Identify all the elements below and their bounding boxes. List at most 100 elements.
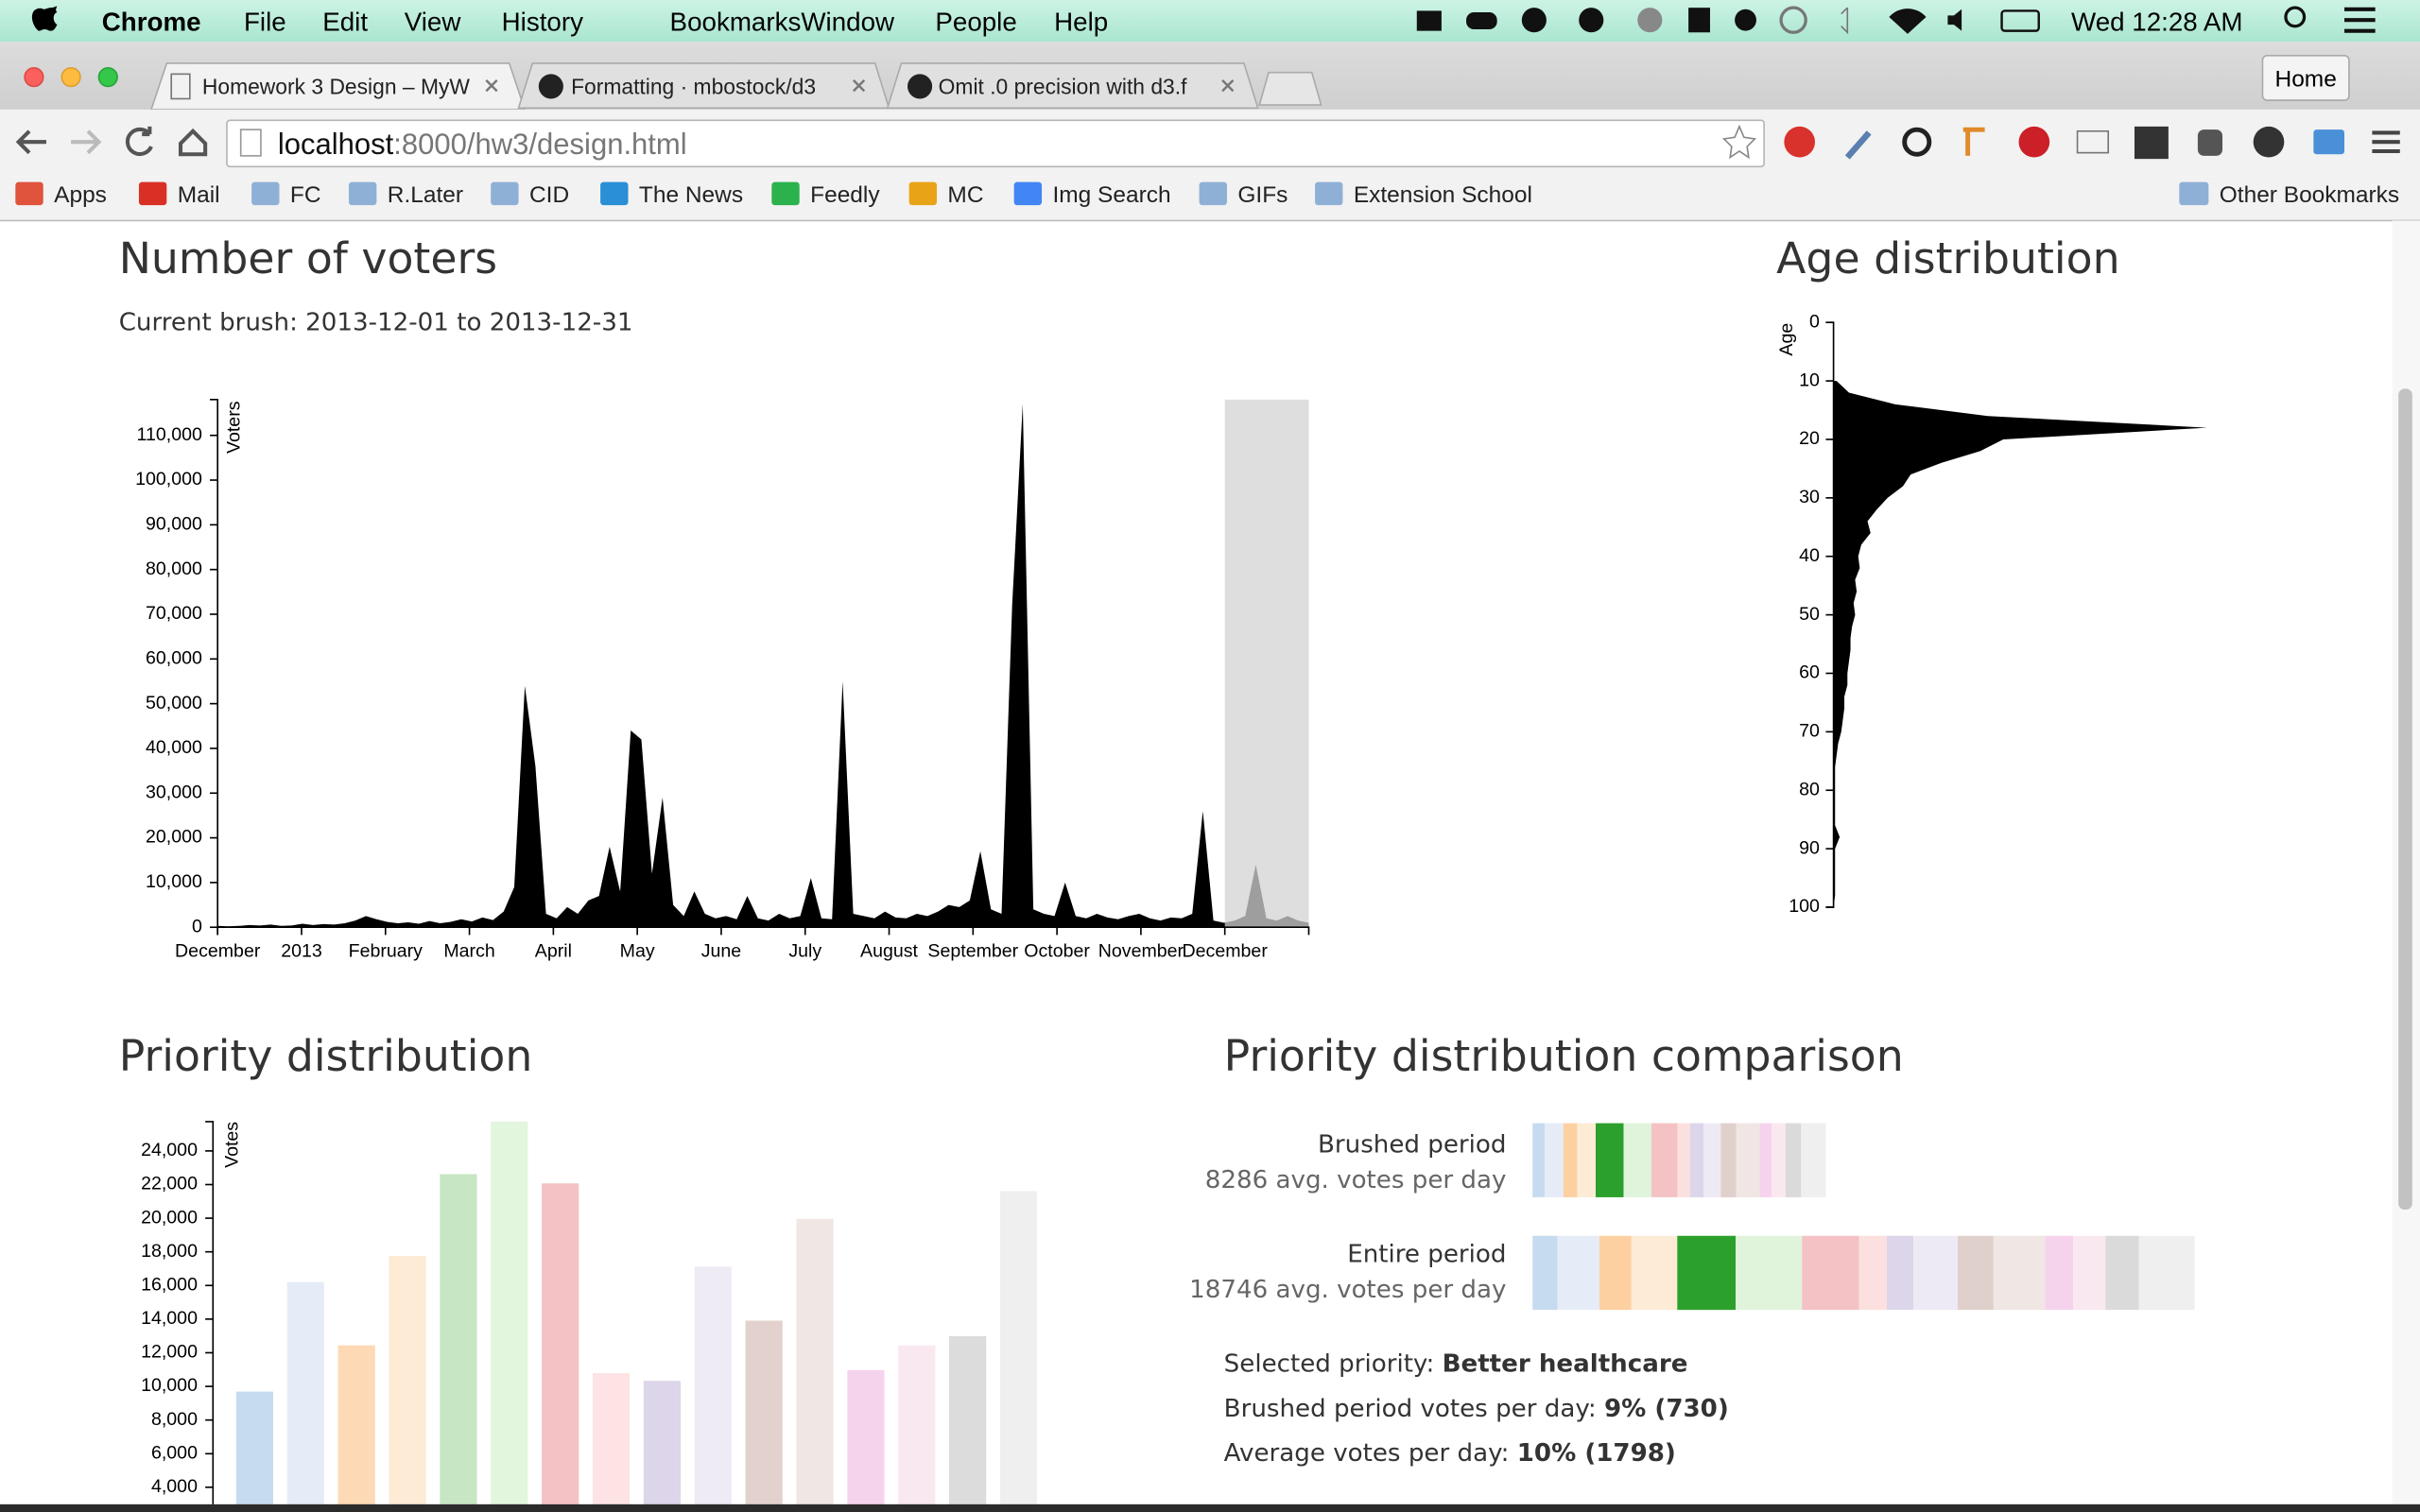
bar[interactable]: [745, 1320, 783, 1512]
bookmark[interactable]: Img Search: [1052, 182, 1170, 208]
scrollbar-thumb[interactable]: [2398, 388, 2412, 1210]
segment[interactable]: [1703, 1123, 1721, 1197]
new-tab-button[interactable]: [1258, 71, 1322, 106]
tab-title[interactable]: Formatting · mbostock/d3: [571, 75, 816, 99]
segment[interactable]: [1595, 1123, 1624, 1197]
extension-icon[interactable]: [2253, 126, 2285, 158]
bar[interactable]: [949, 1335, 987, 1512]
address-bar[interactable]: [226, 119, 1765, 168]
bar[interactable]: [440, 1174, 477, 1512]
extension-icon[interactable]: [1844, 130, 1872, 160]
bar[interactable]: [643, 1381, 681, 1512]
segment[interactable]: [2073, 1235, 2106, 1311]
bar[interactable]: [542, 1183, 579, 1512]
tab-close[interactable]: [852, 79, 866, 93]
segment[interactable]: [1736, 1123, 1760, 1197]
bookmark[interactable]: FC: [290, 182, 321, 208]
segment[interactable]: [1801, 1123, 1826, 1197]
segment[interactable]: [1957, 1235, 1994, 1311]
address-text[interactable]: localhost:8000/hw3/design.html: [278, 128, 687, 161]
minimize-button[interactable]: [60, 67, 81, 88]
bar[interactable]: [694, 1266, 732, 1512]
menu-item[interactable]: View: [405, 8, 462, 37]
segment[interactable]: [1802, 1235, 1859, 1311]
bookmark[interactable]: Apps: [54, 182, 107, 208]
status-icon[interactable]: [1579, 8, 1604, 33]
wifi-icon[interactable]: [1889, 9, 1927, 34]
extension-icon[interactable]: [2197, 129, 2223, 156]
back-button[interactable]: [15, 129, 46, 155]
bookmark[interactable]: Mail: [178, 182, 220, 208]
segment[interactable]: [1689, 1123, 1704, 1197]
extension-icon[interactable]: [2313, 129, 2344, 155]
bookmark[interactable]: GIFs: [1237, 182, 1288, 208]
menu-item[interactable]: Help: [1054, 8, 1108, 37]
extension-icon[interactable]: [2076, 129, 2110, 154]
segment[interactable]: [1532, 1123, 1546, 1197]
segment[interactable]: [2138, 1235, 2195, 1311]
home-label[interactable]: Home: [2275, 66, 2337, 92]
menu-item[interactable]: File: [244, 8, 286, 37]
segment[interactable]: [1858, 1235, 1887, 1311]
menu-item[interactable]: Bookmarks: [670, 8, 802, 37]
chrome-menu[interactable]: [2372, 130, 2400, 154]
bar[interactable]: [286, 1281, 324, 1512]
segment[interactable]: [1677, 1123, 1690, 1197]
tab[interactable]: [886, 62, 1259, 110]
search-icon[interactable]: [2284, 6, 2307, 28]
extension-icon[interactable]: [1902, 127, 1932, 157]
tab[interactable]: [517, 62, 890, 110]
segment[interactable]: [1563, 1123, 1578, 1197]
bar[interactable]: [491, 1121, 528, 1512]
close-button[interactable]: [24, 67, 44, 88]
apple-logo[interactable]: [31, 6, 58, 31]
bar[interactable]: [235, 1391, 273, 1512]
menu-item[interactable]: Window: [801, 8, 895, 37]
status-icon[interactable]: [1637, 8, 1663, 33]
extension-icon[interactable]: [2018, 126, 2050, 158]
segment[interactable]: [2105, 1235, 2139, 1311]
bookmark-star[interactable]: [1721, 124, 1757, 160]
home-icon[interactable]: [178, 128, 208, 157]
segment[interactable]: [1736, 1235, 1803, 1311]
volume-icon[interactable]: [1947, 9, 1962, 31]
segment[interactable]: [1577, 1123, 1596, 1197]
app-menu[interactable]: Chrome: [102, 8, 201, 37]
segment[interactable]: [1599, 1235, 1632, 1311]
tab-title[interactable]: Homework 3 Design – MyW: [202, 75, 471, 99]
bookmark[interactable]: CID: [529, 182, 569, 208]
bookmark[interactable]: Extension School: [1354, 182, 1532, 208]
status-icon[interactable]: [1521, 8, 1547, 33]
tab-close[interactable]: [1221, 79, 1235, 93]
segment[interactable]: [1677, 1235, 1737, 1311]
tab-close[interactable]: [485, 79, 498, 93]
bar[interactable]: [898, 1345, 936, 1512]
bookmark[interactable]: The News: [639, 182, 743, 208]
battery-icon[interactable]: [2000, 9, 2040, 32]
segment[interactable]: [1545, 1123, 1564, 1197]
status-icon[interactable]: [1688, 8, 1710, 33]
forward-button[interactable]: [71, 129, 102, 155]
extension-icon[interactable]: [1962, 127, 1985, 156]
other-bookmarks[interactable]: Other Bookmarks: [2220, 182, 2399, 208]
bookmark[interactable]: R.Later: [388, 182, 463, 208]
segment[interactable]: [2045, 1235, 2074, 1311]
segment[interactable]: [1651, 1123, 1678, 1197]
menu-item[interactable]: People: [935, 8, 1016, 37]
home-button[interactable]: [2261, 54, 2350, 101]
segment[interactable]: [1913, 1235, 1958, 1311]
segment[interactable]: [1886, 1235, 1914, 1311]
list-icon[interactable]: [2344, 7, 2376, 33]
segment[interactable]: [1720, 1123, 1737, 1197]
bar[interactable]: [847, 1369, 885, 1512]
zoom-button[interactable]: [97, 67, 118, 88]
bookmark[interactable]: Feedly: [810, 182, 880, 208]
bar[interactable]: [592, 1373, 631, 1512]
bar[interactable]: [796, 1218, 834, 1512]
segment[interactable]: [1772, 1123, 1786, 1197]
tab-title[interactable]: Omit .0 precision with d3.f: [939, 75, 1187, 99]
brush[interactable]: [1224, 399, 1309, 928]
segment[interactable]: [1631, 1235, 1678, 1311]
status-icon[interactable]: [1416, 10, 1442, 31]
status-icon[interactable]: [1466, 12, 1497, 30]
